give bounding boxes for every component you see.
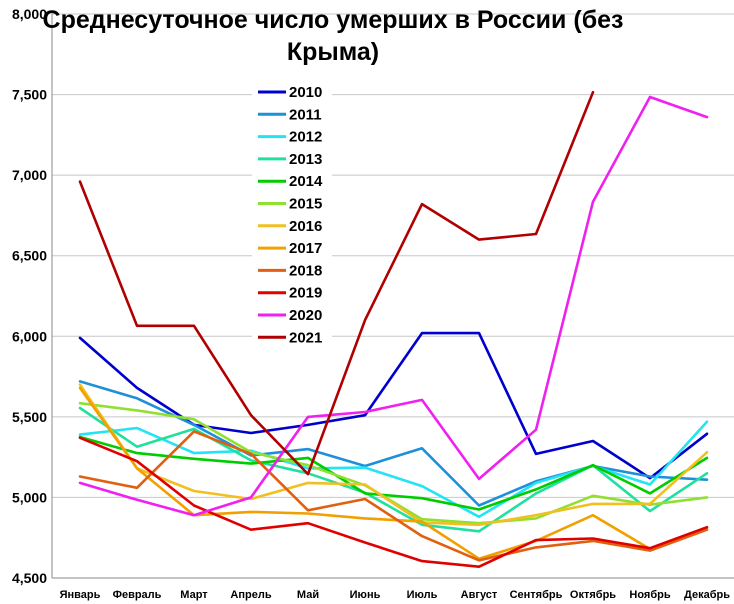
series-line-2014 xyxy=(78,435,709,511)
legend-label: 2017 xyxy=(289,240,322,257)
legend-item-2014: 2014 xyxy=(258,173,323,190)
y-tick-label: 7,500 xyxy=(12,87,47,103)
x-tick-label: Сентябрь xyxy=(510,589,563,601)
series-line-2019 xyxy=(78,436,709,569)
series-line-2013 xyxy=(78,406,709,533)
x-tick-label: Июнь xyxy=(350,589,381,601)
y-tick-label: 6,000 xyxy=(12,328,47,344)
legend-item-2011: 2011 xyxy=(258,106,322,123)
legend-label: 2014 xyxy=(289,173,323,190)
x-tick-label: Март xyxy=(180,589,208,601)
y-tick-label: 5,500 xyxy=(12,409,47,425)
x-tick-label: Август xyxy=(461,589,498,601)
legend-label: 2020 xyxy=(289,307,322,324)
legend-background xyxy=(252,80,332,348)
x-tick-label: Май xyxy=(297,589,319,601)
legend-label: 2021 xyxy=(289,329,322,346)
legend-label: 2019 xyxy=(289,285,322,302)
legend-item-2020: 2020 xyxy=(258,307,322,324)
gridlines xyxy=(52,13,734,579)
x-tick-label: Апрель xyxy=(230,589,271,601)
legend-label: 2011 xyxy=(289,106,322,123)
legend-item-2010: 2010 xyxy=(258,84,322,101)
y-tick-label: 5,000 xyxy=(12,489,47,505)
series-line-2016 xyxy=(78,383,709,527)
legend-label: 2012 xyxy=(289,129,322,146)
legend-item-2016: 2016 xyxy=(258,218,322,235)
x-tick-label: Январь xyxy=(60,589,101,601)
series-line-2017 xyxy=(78,386,709,561)
series-line-2015 xyxy=(78,401,709,525)
legend-item-2018: 2018 xyxy=(258,262,322,279)
axes: 4,500 5,000 5,500 6,000 6,500 7,000 7,500 8,000… xyxy=(12,6,734,601)
legend-label: 2015 xyxy=(289,196,322,213)
x-tick-label: Июль xyxy=(407,589,438,601)
legend: 2010 2011 2012 2013 2014 2015 2016 2017 2018 2019… xyxy=(252,80,332,348)
y-tick-label: 6,500 xyxy=(12,248,47,264)
legend-item-2021: 2021 xyxy=(258,329,322,346)
x-tick-label: Октябрь xyxy=(570,589,616,601)
y-tick-label: 8,000 xyxy=(12,6,47,22)
series-lines xyxy=(78,90,709,569)
legend-item-2019: 2019 xyxy=(258,285,322,302)
legend-item-2015: 2015 xyxy=(258,196,322,213)
legend-item-2012: 2012 xyxy=(258,129,322,146)
x-tick-label: Ноябрь xyxy=(629,589,670,601)
legend-label: 2018 xyxy=(289,262,322,279)
chart-title: Среднесуточное число умерших в России (б… xyxy=(42,6,624,66)
series-line-2018 xyxy=(78,430,709,562)
y-tick-label: 4,500 xyxy=(12,570,47,586)
legend-label: 2016 xyxy=(289,218,322,235)
y-tick-label: 7,000 xyxy=(12,167,47,183)
x-tick-label: Февраль xyxy=(113,589,162,601)
series-line-2021 xyxy=(78,90,595,476)
legend-item-2017: 2017 xyxy=(258,240,322,257)
series-line-2020 xyxy=(78,95,709,517)
legend-item-2013: 2013 xyxy=(258,151,322,168)
legend-label: 2013 xyxy=(289,151,322,168)
legend-label: 2010 xyxy=(289,84,322,101)
x-tick-label: Декабрь xyxy=(684,589,730,601)
